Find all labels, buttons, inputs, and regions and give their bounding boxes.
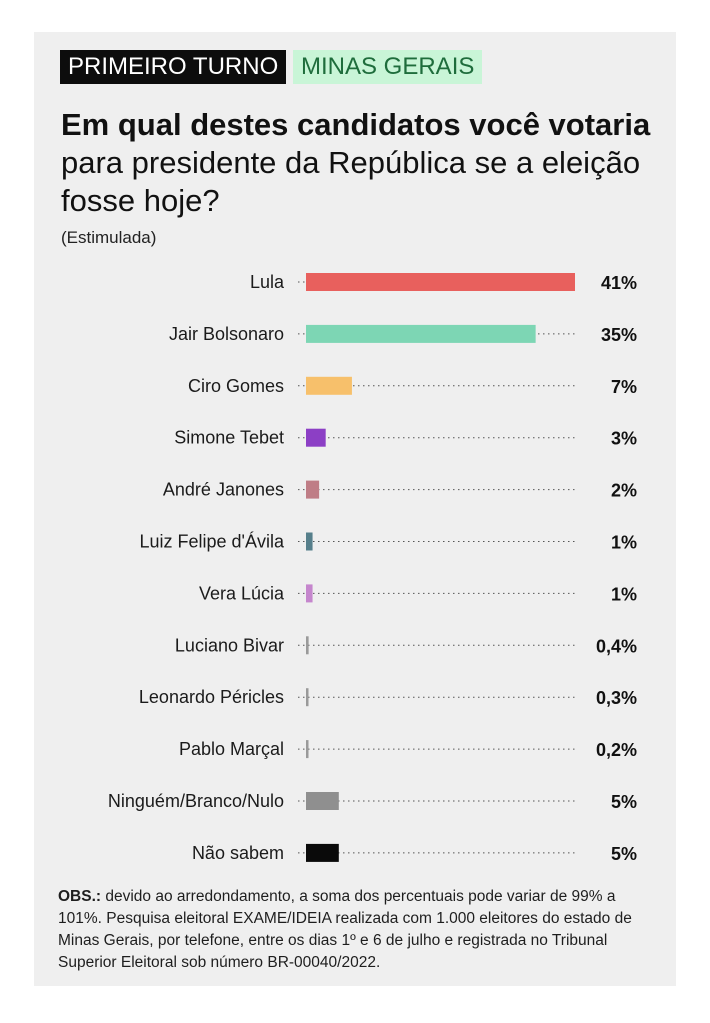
footnote-label: OBS.:	[58, 888, 102, 905]
category-label: André Janones	[163, 480, 284, 500]
bar	[306, 428, 326, 447]
value-label: 0,4%	[596, 636, 637, 656]
round-tag: PRIMEIRO TURNO	[60, 50, 287, 84]
category-label: Vera Lúcia	[199, 583, 285, 603]
category-label: Não sabem	[192, 843, 284, 863]
category-label: Leonardo Péricles	[139, 687, 284, 707]
bar	[306, 376, 352, 395]
value-label: 1%	[611, 533, 637, 553]
question-title-bold: Em qual destes candidatos você votaria	[61, 107, 651, 142]
bar	[306, 273, 575, 291]
question-subtitle: (Estimulada)	[61, 228, 157, 247]
bar	[306, 480, 320, 499]
footnote: OBS.: devido ao arredondamento, a soma d…	[58, 886, 658, 974]
value-label: 0,2%	[596, 740, 637, 760]
value-label: 5%	[611, 844, 637, 864]
question-title-rest: para presidente da República se a eleiçã…	[61, 145, 641, 218]
category-label: Simone Tebet	[174, 428, 284, 448]
bar	[306, 584, 313, 603]
category-label: Ciro Gomes	[188, 376, 284, 396]
value-label: 1%	[611, 584, 637, 604]
poll-card: PRIMEIRO TURNO MINAS GERAIS Em qual dest…	[34, 32, 676, 986]
question-title: Em qual destes candidatos você votaria p…	[61, 106, 651, 220]
state-tag: MINAS GERAIS	[293, 50, 483, 84]
value-label: 3%	[611, 429, 637, 449]
value-label: 2%	[611, 481, 637, 501]
category-label: Luiz Felipe d'Ávila	[139, 532, 284, 552]
value-label: 35%	[601, 325, 637, 345]
category-label: Jair Bolsonaro	[169, 324, 284, 344]
bar	[306, 792, 339, 810]
value-label: 41%	[601, 273, 637, 293]
category-label: Luciano Bivar	[175, 635, 284, 655]
bar	[306, 636, 309, 655]
bar	[306, 688, 309, 707]
bar-chart: Lula 41% Jair Bolsonaro 35% Ciro Gomes 7% Simo…	[108, 272, 637, 864]
value-label: 7%	[611, 377, 637, 397]
bar	[306, 740, 309, 759]
bar	[306, 324, 536, 343]
bar	[306, 532, 313, 551]
category-label: Ninguém/Branco/Nulo	[108, 791, 284, 811]
bar	[306, 843, 339, 862]
value-label: 5%	[611, 792, 637, 812]
category-label: Lula	[250, 272, 285, 292]
value-label: 0,3%	[596, 688, 637, 708]
footnote-text: devido ao arredondamento, a soma dos per…	[58, 888, 632, 971]
category-label: Pablo Marçal	[179, 739, 284, 759]
